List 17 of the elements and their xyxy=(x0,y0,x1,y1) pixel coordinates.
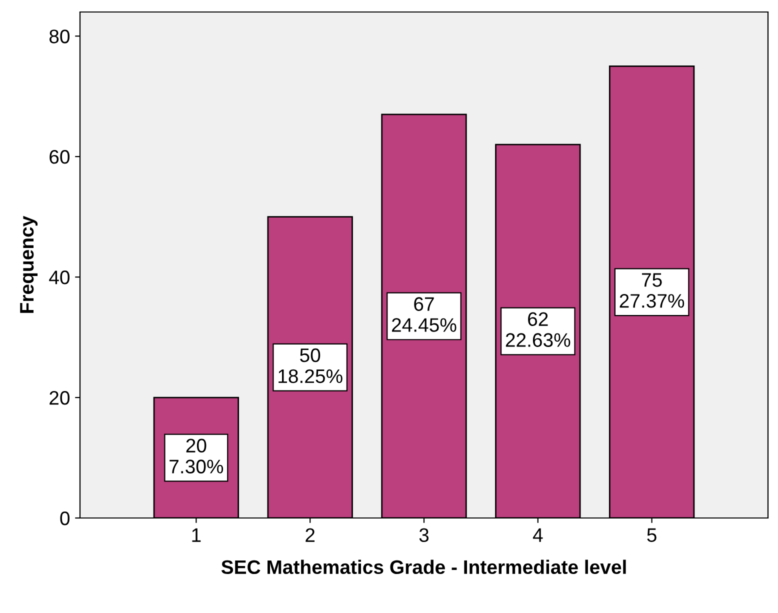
y-tick-label: 20 xyxy=(50,390,70,405)
x-tick-label: 5 xyxy=(647,528,656,542)
x-axis-title: SEC Mathematics Grade - Intermediate level xyxy=(221,560,626,574)
x-tick-label: 2 xyxy=(306,528,315,542)
data-label: 20 7.30% xyxy=(170,438,224,474)
data-label: 62 22.63% xyxy=(506,312,570,347)
y-axis-title: Frequency xyxy=(20,216,38,313)
x-tick-label: 4 xyxy=(532,528,543,542)
y-tick-label: 60 xyxy=(50,150,70,164)
y-tick-label: 80 xyxy=(49,30,70,44)
x-tick-label: 1 xyxy=(192,528,201,542)
y-tick-label: 40 xyxy=(49,270,70,284)
data-label: 67 24.45% xyxy=(392,297,456,332)
x-tick-label: 3 xyxy=(419,528,429,542)
data-label: 75 27.37% xyxy=(620,273,684,308)
y-tick-label: 0 xyxy=(60,511,70,526)
data-label: 50 18.25% xyxy=(278,348,342,384)
